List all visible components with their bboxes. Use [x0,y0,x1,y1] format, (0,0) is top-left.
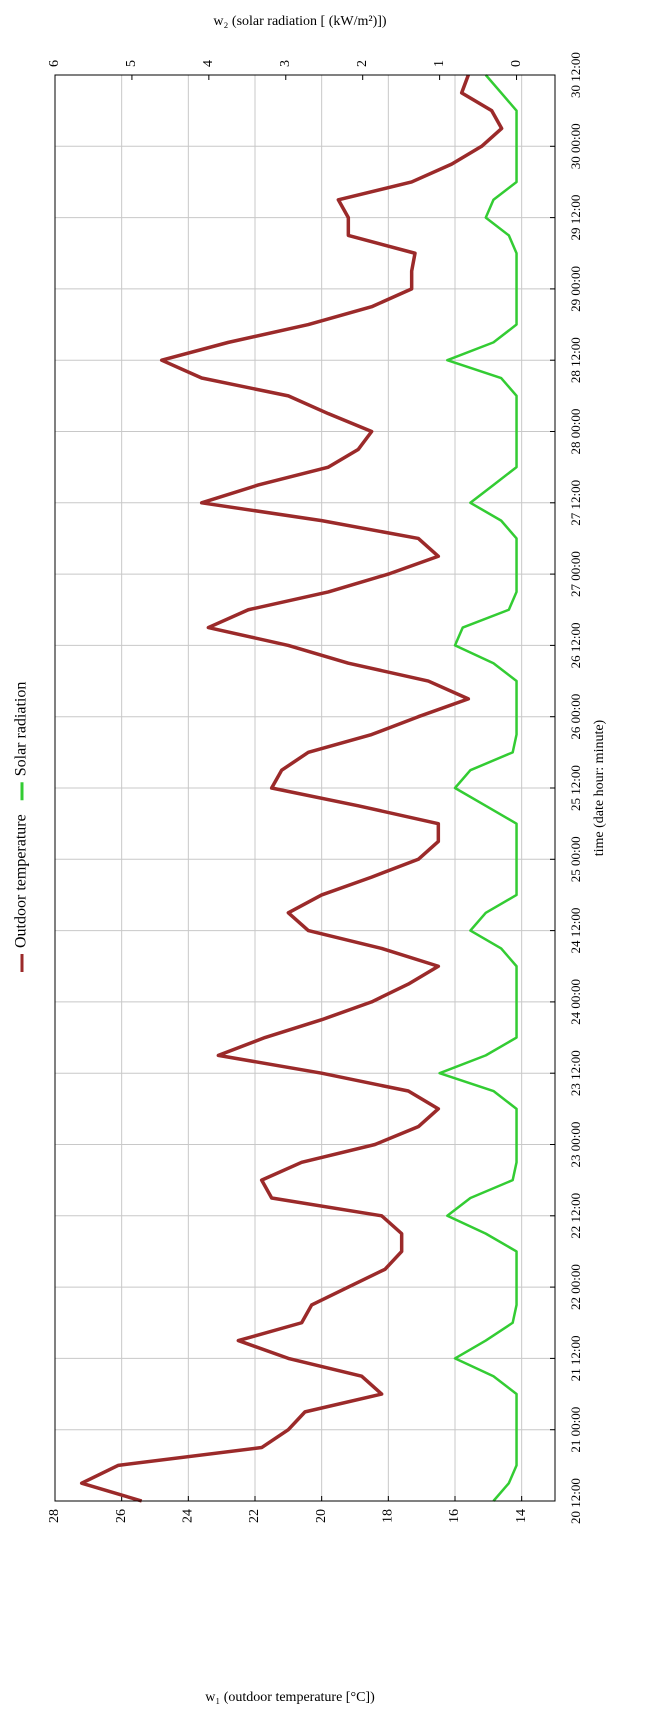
y-tick-label: 24 [181,1509,196,1523]
x-tick-label: 24 12:00 [568,908,583,954]
x-tick-label: 25 12:00 [568,765,583,811]
y2-tick-label: 0 [509,60,524,67]
y2-axis-title: w₂ (solar radiation [ (kW/m²)]) [213,14,386,29]
x-tick-label: 22 12:00 [568,1193,583,1239]
x-tick-label: 30 00:00 [568,123,583,169]
y2-tick-label: 6 [47,60,62,67]
x-tick-label: 26 00:00 [568,694,583,740]
x-axis-title: time (date hour: minute) [592,719,607,856]
x-tick-label: 23 12:00 [568,1050,583,1096]
y-axis-title: w₁ (outdoor temperature [°C]) [205,1690,375,1705]
y-tick-label: 26 [114,1509,129,1523]
x-tick-label: 20 12:00 [568,1478,583,1524]
y-tick-label: 14 [514,1509,529,1523]
y2-tick-label: 5 [124,60,139,67]
x-tick-label: 26 12:00 [568,622,583,668]
rotated-plot: time (date hour: minute) 20 12:00 21 00:0… [13,52,608,1524]
y-tick-label: 18 [381,1509,396,1523]
y-tick-label: 22 [247,1509,262,1523]
y-tick-label: 16 [447,1509,462,1523]
x-tick-label: 28 12:00 [568,337,583,383]
series-line [438,74,518,1502]
x-tick-label: 25 00:00 [568,836,583,882]
x-tick-label: 29 00:00 [568,266,583,312]
series-line [79,74,504,1503]
x-tick-label: 23 00:00 [568,1122,583,1168]
x-tick-label: 24 00:00 [568,979,583,1025]
x-tick-label: 27 00:00 [568,551,583,597]
x-tick-label: 22 00:00 [568,1264,583,1310]
y2-tick-label: 2 [355,60,370,67]
x-tick-label: 27 12:00 [568,480,583,526]
y2-tick-label: 4 [201,60,216,67]
y-tick-label: 20 [314,1509,329,1523]
y2-tick-label: 1 [432,60,447,67]
legend-label: Solar radiation [13,682,30,777]
legend-label: Outdoor temperature [13,814,30,948]
x-tick-label: 21 12:00 [568,1335,583,1381]
y2-tick-label: 3 [278,60,293,67]
x-tick-label: 21 00:00 [568,1407,583,1453]
plot-frame [54,74,556,1502]
x-tick-label: 30 12:00 [568,52,583,98]
y-tick-label: 28 [47,1509,62,1523]
x-tick-label: 29 12:00 [568,195,583,241]
x-tick-label: 28 00:00 [568,409,583,455]
